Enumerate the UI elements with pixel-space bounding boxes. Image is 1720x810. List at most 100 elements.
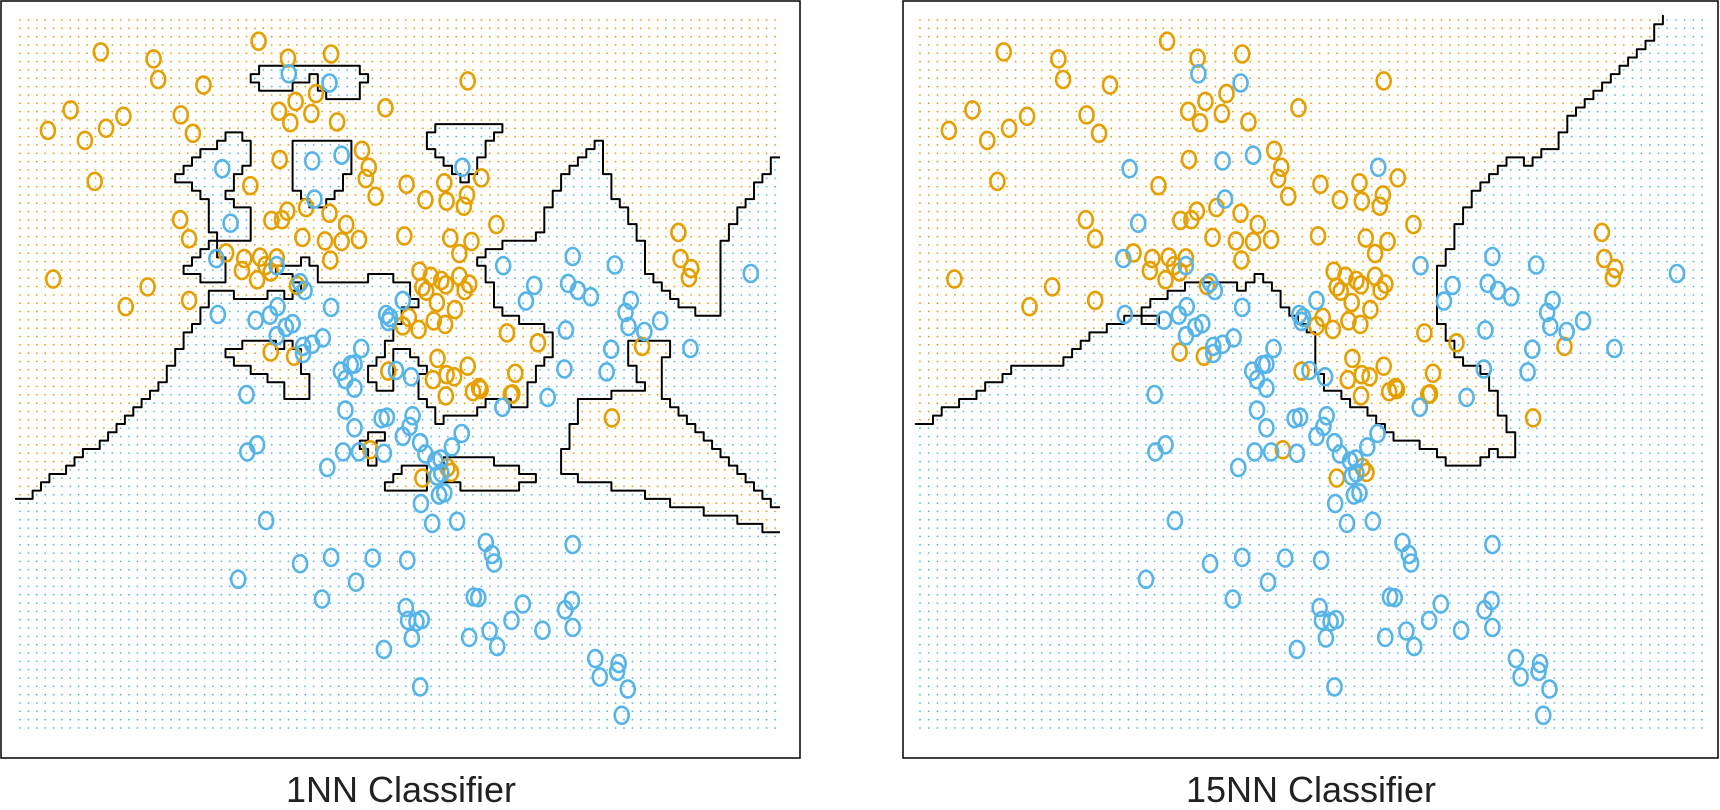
knn1-region-dot xyxy=(186,535,189,538)
knn1-region-dot xyxy=(488,343,491,346)
knn1-region-dot xyxy=(547,435,550,438)
knn1-region-dot xyxy=(346,660,349,663)
knn1-region-dot xyxy=(203,485,206,488)
knn1-region-dot xyxy=(388,668,390,671)
knn1-region-dot xyxy=(161,552,164,554)
knn1-region-dot xyxy=(455,660,458,663)
knn1-region-dot xyxy=(665,618,667,621)
knn1-region-dot xyxy=(203,618,206,621)
knn1-region-dot xyxy=(69,393,72,396)
knn1-region-dot xyxy=(279,310,281,313)
knn1-region-dot xyxy=(237,635,240,638)
knn1-region-dot xyxy=(371,352,374,355)
knn1-region-dot xyxy=(656,335,659,338)
knn1-region-dot xyxy=(245,668,248,671)
knn1-region-dot xyxy=(346,560,349,563)
knn1-region-dot xyxy=(212,518,214,521)
knn1-region-dot xyxy=(715,718,718,721)
knn1-region-dot xyxy=(656,652,659,654)
knn1-region-dot xyxy=(639,285,642,288)
knn1-region-dot xyxy=(631,652,634,654)
knn1-region-dot xyxy=(572,577,575,579)
knn1-region-dot xyxy=(212,468,214,471)
knn1-region-dot xyxy=(707,502,709,504)
knn1-region-dot xyxy=(505,510,508,513)
knn1-region-dot xyxy=(354,727,357,729)
knn1-region-dot xyxy=(136,285,139,288)
knn1-region-dot xyxy=(639,727,642,729)
knn1-region-dot xyxy=(35,452,38,454)
knn1-region-dot xyxy=(665,518,667,521)
knn1-region-dot xyxy=(94,552,97,554)
knn1-region-dot xyxy=(279,510,281,513)
knn1-region-dot xyxy=(220,543,223,546)
knn1-region-dot xyxy=(748,585,751,588)
knn1-region-dot xyxy=(170,360,172,363)
knn1-region-dot xyxy=(312,393,315,396)
knn1-region-dot xyxy=(614,685,617,688)
knn1-region-dot xyxy=(186,685,189,688)
knn1-region-dot xyxy=(354,652,357,654)
knn1-region-dot xyxy=(161,368,164,371)
knn1-region-dot xyxy=(371,418,374,421)
knn1-region-dot xyxy=(35,310,38,313)
knn1-region-dot xyxy=(740,693,743,696)
knn1-region-dot xyxy=(136,402,139,405)
knn1-region-dot xyxy=(606,485,609,488)
knn1-region-dot xyxy=(505,610,508,613)
knn1-region-dot xyxy=(363,294,365,296)
knn1-region-dot xyxy=(665,627,667,629)
knn1-region-dot xyxy=(488,335,491,338)
knn1-region-dot xyxy=(245,352,248,355)
knn1-region-dot xyxy=(52,385,55,388)
knn1-region-dot xyxy=(77,577,80,579)
knn1-region-dot xyxy=(77,685,80,688)
knn1-region-dot xyxy=(547,702,550,704)
knn1-region-dot xyxy=(488,618,491,621)
knn1-region-dot xyxy=(740,685,743,688)
knn1-region-dot xyxy=(690,577,692,579)
knn1-region-dot xyxy=(195,693,198,696)
knn1-region-dot xyxy=(539,652,541,654)
knn1-region-dot xyxy=(715,577,718,579)
knn1-region-dot xyxy=(212,402,214,405)
knn1-region-dot xyxy=(35,485,38,488)
knn1-region-dot xyxy=(522,302,525,305)
knn1-region-dot xyxy=(388,585,390,588)
knn1-region-dot xyxy=(505,685,508,688)
knn1-region-dot xyxy=(597,543,600,546)
knn1-region-dot xyxy=(707,393,709,396)
knn1-region-dot xyxy=(295,360,298,363)
knn1-region-dot xyxy=(732,477,734,479)
knn1-region-dot xyxy=(69,710,72,713)
knn1-region-dot xyxy=(648,710,651,713)
knn1-region-dot xyxy=(514,443,516,446)
knn1-region-dot xyxy=(597,643,600,646)
knn1-region-dot xyxy=(438,660,441,663)
knn1-region-dot xyxy=(295,452,298,454)
knn1-region-dot xyxy=(237,543,240,546)
knn1-region-dot xyxy=(514,560,516,563)
knn1-region-dot xyxy=(119,443,122,446)
knn1-region-dot xyxy=(757,460,760,463)
knn1-region-dot xyxy=(589,277,592,280)
knn1-region-dot xyxy=(446,577,449,579)
knn1-region-dot xyxy=(153,427,156,429)
knn1-region-dot xyxy=(656,443,659,446)
knn1-region-dot xyxy=(388,352,390,355)
knn1-region-dot xyxy=(522,310,525,313)
knn1-region-dot xyxy=(522,668,525,671)
knn1-region-dot xyxy=(715,510,718,513)
knn1-region-dot xyxy=(94,285,97,288)
knn1-region-dot xyxy=(564,510,567,513)
knn1-region-dot xyxy=(220,502,223,504)
knn1-region-dot xyxy=(220,385,223,388)
knn1-region-dot xyxy=(774,660,776,663)
knn1-region-dot xyxy=(287,635,290,638)
knn1-region-dot xyxy=(19,652,21,654)
knn1-region-dot xyxy=(186,585,189,588)
knn1-region-dot xyxy=(690,702,692,704)
knn1-region-dot xyxy=(589,368,592,371)
knn1-region-dot xyxy=(405,543,407,546)
knn1-region-dot xyxy=(161,685,164,688)
